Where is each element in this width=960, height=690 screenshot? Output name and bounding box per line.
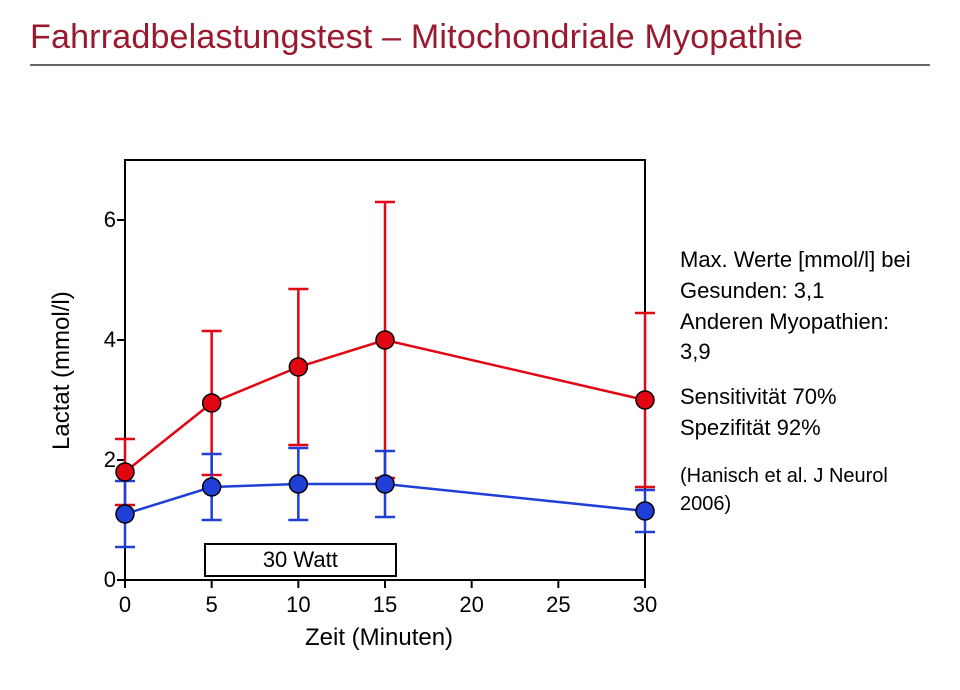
x-tick-label: 15	[365, 592, 405, 618]
legend-line: Gesunden: 3,1	[680, 276, 920, 307]
y-tick-label: 2	[76, 447, 116, 473]
legend-line	[680, 368, 920, 382]
legend-line	[680, 444, 920, 458]
y-tick-label: 6	[76, 207, 116, 233]
x-tick-label: 30	[625, 592, 665, 618]
x-tick-label: 25	[538, 592, 578, 618]
y-tick-label: 4	[76, 327, 116, 353]
legend-line: (Hanisch et al. J Neurol 2006)	[680, 462, 920, 518]
x-tick-label: 0	[105, 592, 145, 618]
x-tick-label: 20	[452, 592, 492, 618]
legend-text: Max. Werte [mmol/l] beiGesunden: 3,1Ande…	[680, 245, 920, 518]
legend-line: Sensitivität 70%	[680, 382, 920, 413]
slide: Fahrradbelastungstest – Mitochondriale M…	[0, 0, 960, 690]
legend-line: Max. Werte [mmol/l] bei	[680, 245, 920, 276]
x-axis-label: Zeit (Minuten)	[305, 624, 453, 652]
title-underline	[30, 64, 930, 66]
y-tick-label: 0	[76, 567, 116, 593]
x-tick-label: 10	[278, 592, 318, 618]
slide-title: Fahrradbelastungstest – Mitochondriale M…	[30, 18, 803, 57]
watt-box: 30 Watt	[204, 543, 397, 577]
legend-line: Spezifität 92%	[680, 413, 920, 444]
chart-container: Lactat (mmol/l) 0246 051015202530 Zeit (…	[40, 120, 920, 670]
legend-line: Anderen Myopathien: 3,9	[680, 307, 920, 369]
x-tick-label: 5	[192, 592, 232, 618]
watt-box-label: 30 Watt	[263, 547, 338, 572]
